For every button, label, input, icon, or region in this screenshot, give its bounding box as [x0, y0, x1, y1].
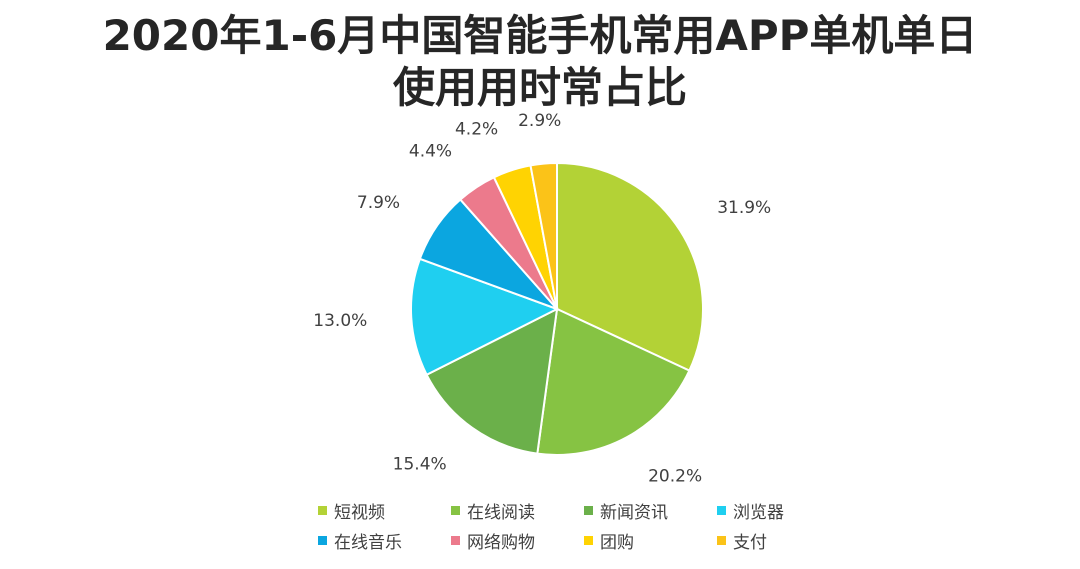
slice-data-label-1: 20.2%: [648, 467, 702, 487]
legend-swatch-4: [318, 535, 327, 545]
legend-label-3: 浏览器: [733, 502, 784, 523]
chart-title: 2020年1-6月中国智能手机常用APP单机单日 使用用时常占比: [0, 10, 1080, 114]
legend-label-6: 团购: [600, 532, 634, 553]
slice-data-label-2: 15.4%: [393, 455, 447, 475]
legend-swatch-5: [451, 535, 460, 545]
pie-slice-3: [410, 257, 560, 377]
chart-title-line-2: 使用用时常占比: [392, 63, 687, 112]
legend-item-5: 网络购物: [451, 530, 584, 553]
legend-swatch-2: [584, 505, 593, 515]
legend-label-2: 新闻资讯: [600, 502, 668, 523]
legend-swatch-7: [717, 535, 726, 545]
pie-slice-0: [556, 161, 704, 372]
legend-label-5: 网络购物: [467, 532, 535, 553]
chart-title-line-1: 2020年1-6月中国智能手机常用APP单机单日: [102, 11, 978, 60]
slice-data-label-4: 7.9%: [357, 193, 400, 213]
legend-item-1: 在线阅读: [451, 500, 584, 523]
slice-data-label-6: 4.2%: [455, 119, 498, 139]
slice-data-label-7: 2.9%: [518, 111, 561, 131]
legend-label-7: 支付: [733, 532, 767, 553]
slice-data-label-0: 31.9%: [717, 198, 771, 218]
legend-label-1: 在线阅读: [467, 502, 535, 523]
slice-data-label-5: 4.4%: [409, 142, 452, 162]
legend-swatch-0: [318, 505, 327, 515]
legend-swatch-3: [717, 505, 726, 515]
chart-legend: 短视频 在线阅读 新闻资讯 浏览器在线音乐 网络购物 团购 支付: [318, 500, 838, 553]
slice-data-label-3: 13.0%: [313, 311, 367, 331]
legend-label-0: 短视频: [334, 502, 385, 523]
legend-item-4: 在线音乐: [318, 530, 451, 553]
legend-item-7: 支付: [717, 530, 838, 553]
pie-slice-1: [536, 307, 691, 457]
legend-swatch-6: [584, 535, 593, 545]
legend-label-4: 在线音乐: [334, 532, 402, 553]
pie-slice-2: [425, 307, 559, 455]
pie-slice-7: [529, 161, 558, 310]
legend-item-2: 新闻资讯: [584, 500, 717, 523]
legend-item-6: 团购: [584, 530, 717, 553]
legend-item-0: 短视频: [318, 500, 451, 523]
legend-item-3: 浏览器: [717, 500, 838, 523]
legend-swatch-1: [451, 505, 460, 515]
